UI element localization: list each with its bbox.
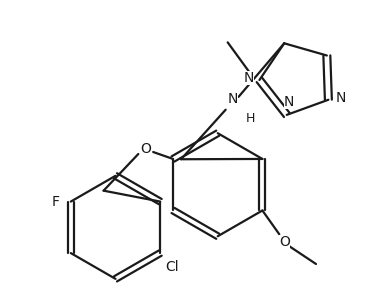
Text: N: N <box>227 92 238 106</box>
Text: H: H <box>246 112 255 125</box>
Text: O: O <box>279 235 290 249</box>
Text: F: F <box>52 195 60 209</box>
Text: N: N <box>243 71 254 85</box>
Text: N: N <box>336 91 346 105</box>
Text: Cl: Cl <box>165 260 179 274</box>
Text: N: N <box>284 95 294 109</box>
Text: O: O <box>140 142 151 156</box>
